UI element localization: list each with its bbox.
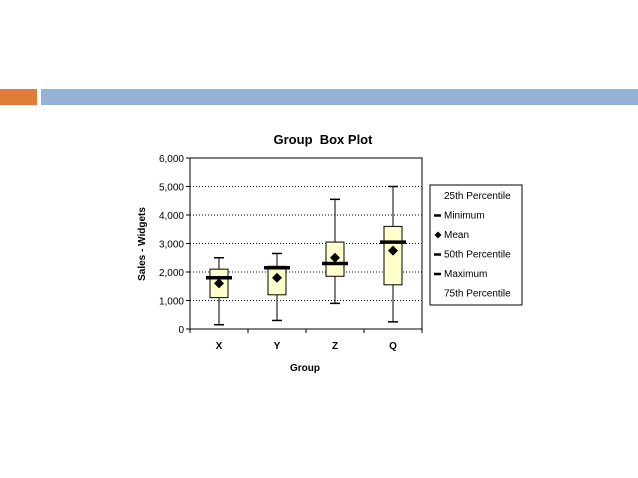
box-X (206, 257, 232, 326)
x-tick-label: Z (332, 341, 338, 352)
y-tick-label: 6,000 (159, 154, 184, 165)
y-tick-label: 1,000 (159, 297, 184, 308)
legend-label: Minimum (444, 211, 485, 222)
y-axis-label: Sales - Widgets (137, 207, 148, 281)
legend-label: 50th Percentile (444, 250, 511, 261)
y-tick-label: 4,000 (159, 211, 184, 222)
x-tick-label: Y (274, 341, 281, 352)
legend-label: 25th Percentile (444, 191, 511, 202)
legend-box (429, 184, 523, 306)
y-tick-label: 5,000 (159, 183, 184, 194)
legend-label: Maximum (444, 269, 487, 280)
legend-label: Mean (444, 230, 469, 241)
mean-marker (330, 252, 340, 263)
legend: 25th Percentile Minimum Mean 50th Percentil… (434, 191, 511, 300)
box-Z (322, 198, 348, 305)
y-tick-label: 0 (178, 325, 184, 336)
legend-marker (434, 231, 442, 239)
box-Y (264, 252, 290, 322)
mean-marker (214, 278, 224, 289)
chart-title: Group Box Plot (274, 132, 374, 147)
mean-marker (272, 272, 282, 283)
x-tick-label: Q (389, 341, 397, 352)
box-Q (380, 185, 406, 323)
mean-marker (388, 245, 398, 256)
y-tick-label: 3,000 (159, 240, 184, 251)
y-tick-label: 2,000 (159, 268, 184, 279)
x-tick-label: X (216, 341, 223, 352)
box-series (206, 185, 406, 326)
accent-bar-blue (41, 89, 638, 105)
y-axis-ticks: 0 1,000 2,000 3,000 4,000 5,000 6,000 (159, 154, 190, 336)
legend-label: 75th Percentile (444, 289, 511, 300)
x-axis-label: Group (290, 363, 320, 374)
accent-bar-orange (0, 89, 37, 105)
